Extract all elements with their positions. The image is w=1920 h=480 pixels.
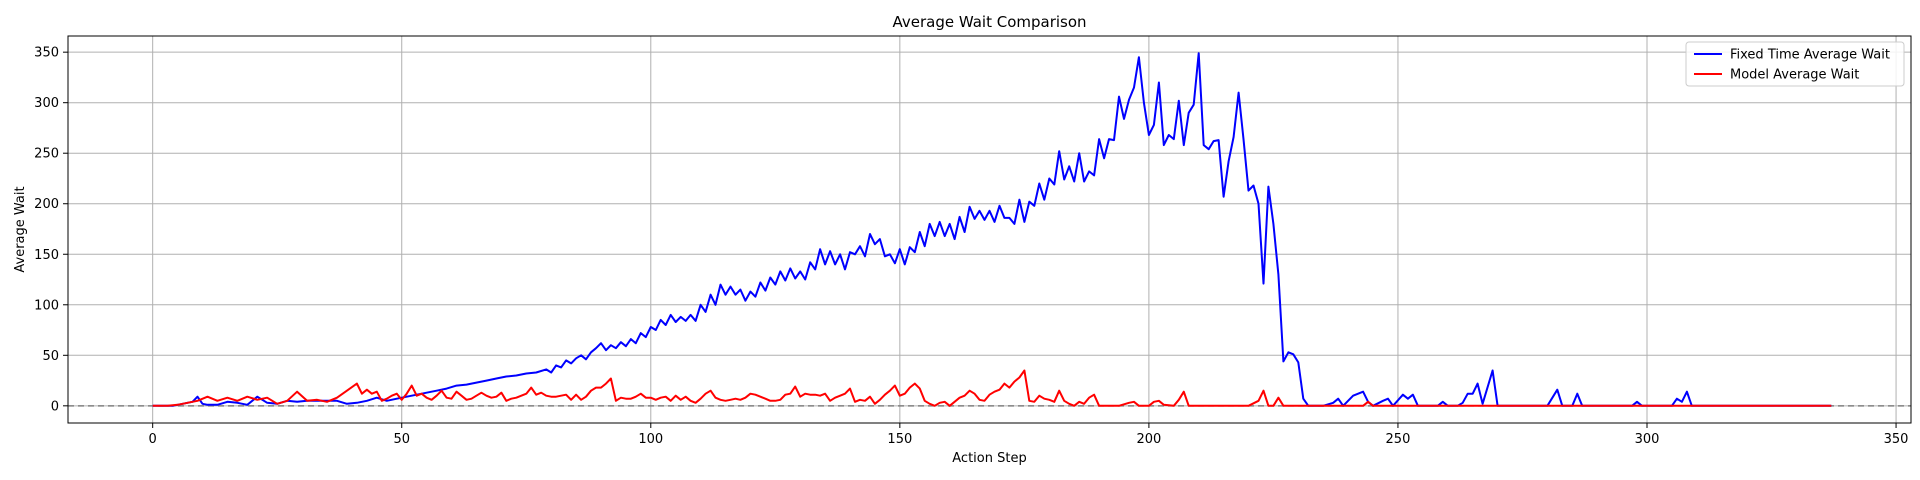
x-tick-label: 350 [1884,432,1909,447]
series-line-2 [152,369,1832,407]
x-tick-label: 250 [1386,432,1411,447]
series-line-1 [152,52,1832,407]
legend: Fixed Time Average Wait Model Average Wai… [1685,41,1905,87]
y-tick-label: 100 [34,298,59,313]
legend-label: Fixed Time Average Wait [1730,48,1890,63]
y-tick-label: 150 [34,248,59,263]
y-tick-label: 350 [34,46,59,61]
chart-title: Average Wait Comparison [892,13,1086,31]
x-axis-label: Action Step [952,451,1026,466]
legend-box [1685,41,1905,87]
plot-frame [67,35,1912,424]
x-tick-label: 200 [1136,432,1161,447]
x-axis: 0 50 100 150 200 250 300 350 [149,423,1909,447]
x-tick-label: 150 [887,432,912,447]
y-tick-label: 50 [42,349,59,364]
series-group [152,52,1832,407]
x-tick-label: 100 [638,432,663,447]
y-tick-label: 300 [34,96,59,111]
x-tick-label: 0 [149,432,157,447]
y-tick-label: 0 [51,399,59,414]
y-axis: 0 50 100 150 200 250 300 350 [34,46,68,414]
x-tick-label: 50 [393,432,410,447]
x-tick-label: 300 [1635,432,1660,447]
y-tick-label: 250 [34,147,59,162]
grid-lines [68,36,1911,423]
y-axis-label: Average Wait [13,186,28,272]
y-tick-label: 200 [34,197,59,212]
legend-label: Model Average Wait [1730,68,1859,83]
